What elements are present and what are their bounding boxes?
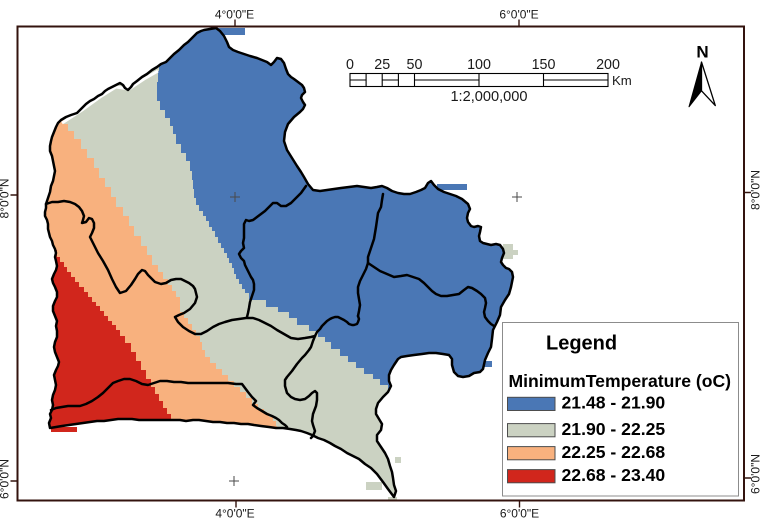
svg-text:8°0'0"N: 8°0'0"N — [749, 170, 761, 210]
svg-text:25: 25 — [374, 57, 390, 73]
svg-text:22.68 - 23.40: 22.68 - 23.40 — [562, 465, 666, 485]
svg-text:200: 200 — [596, 57, 620, 73]
svg-text:21.48 - 21.90: 21.48 - 21.90 — [562, 393, 666, 413]
svg-text:Km: Km — [612, 73, 632, 88]
svg-text:6°0'0"N: 6°0'0"N — [0, 459, 12, 499]
svg-text:6°0'0"E: 6°0'0"E — [499, 7, 538, 21]
svg-text:1:2,000,000: 1:2,000,000 — [450, 89, 527, 105]
svg-text:4°0'0"E: 4°0'0"E — [215, 507, 254, 521]
svg-text:4°0'0"E: 4°0'0"E — [215, 7, 254, 21]
svg-text:8°0'0"N: 8°0'0"N — [0, 178, 12, 218]
svg-text:6°0'0"N: 6°0'0"N — [749, 454, 761, 494]
svg-text:0: 0 — [346, 57, 354, 73]
svg-text:6°0'0"E: 6°0'0"E — [500, 507, 539, 521]
svg-text:21.90 - 22.25: 21.90 - 22.25 — [562, 419, 666, 439]
svg-text:MinimumTemperature (oC): MinimumTemperature (oC) — [509, 371, 732, 391]
svg-text:N: N — [696, 43, 708, 62]
svg-text:22.25 - 22.68: 22.25 - 22.68 — [562, 442, 666, 462]
svg-text:100: 100 — [467, 57, 491, 73]
svg-text:Legend: Legend — [546, 333, 617, 355]
svg-text:50: 50 — [407, 57, 423, 73]
svg-text:150: 150 — [532, 57, 556, 73]
